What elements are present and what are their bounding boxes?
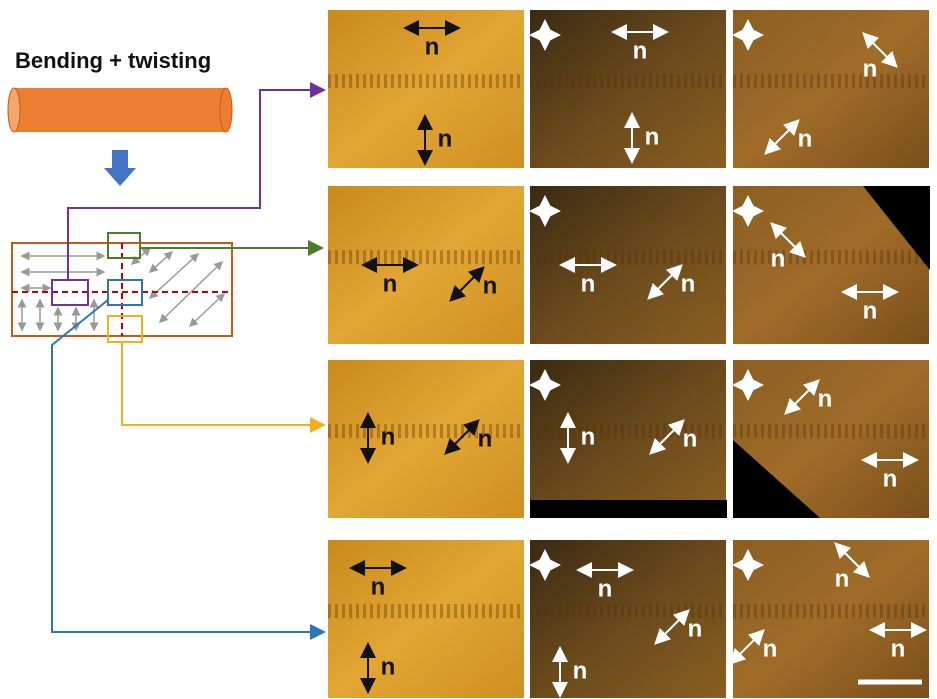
director-label: n — [581, 270, 596, 297]
director-label: n — [573, 657, 588, 684]
connectors — [52, 90, 322, 632]
director-label: n — [818, 385, 833, 412]
director-label: n — [598, 575, 613, 602]
director-label: n — [863, 55, 878, 82]
director-label: n — [798, 125, 813, 152]
director-label: n — [478, 425, 493, 452]
director-label: n — [381, 423, 396, 450]
cylinder — [8, 88, 232, 132]
director-label: n — [883, 465, 898, 492]
director-label: n — [891, 635, 906, 662]
micrograph — [530, 186, 726, 344]
micrograph — [530, 10, 726, 168]
director-label: n — [681, 270, 696, 297]
director-label: n — [835, 565, 850, 592]
director-label: n — [771, 245, 786, 272]
director-label: n — [581, 423, 596, 450]
micrograph — [733, 10, 929, 168]
director-label: n — [483, 272, 498, 299]
director-label: n — [425, 33, 440, 60]
director-label: n — [633, 37, 648, 64]
sample-diagram — [12, 233, 232, 342]
micrograph — [733, 540, 929, 698]
micrograph — [328, 186, 524, 344]
micrographs: n n n n n n n n n n n n n n n n n n n n n n n n n n — [328, 10, 930, 698]
director-label: n — [683, 425, 698, 452]
director-label: n — [381, 653, 396, 680]
director-label: n — [763, 635, 778, 662]
director-label: n — [383, 270, 398, 297]
director-label: n — [688, 615, 703, 642]
down-arrow — [104, 150, 136, 186]
director-label: n — [645, 123, 660, 150]
figure: Bending + twisting nnnnnnnnnnnnnnnnnnnnn… — [0, 0, 937, 699]
micrograph — [328, 360, 524, 518]
director-label: n — [863, 297, 878, 324]
dark-region — [530, 500, 727, 518]
title: Bending + twisting — [15, 48, 211, 73]
director-label: n — [371, 573, 386, 600]
director-label: n — [438, 125, 453, 152]
micrograph — [328, 540, 524, 698]
